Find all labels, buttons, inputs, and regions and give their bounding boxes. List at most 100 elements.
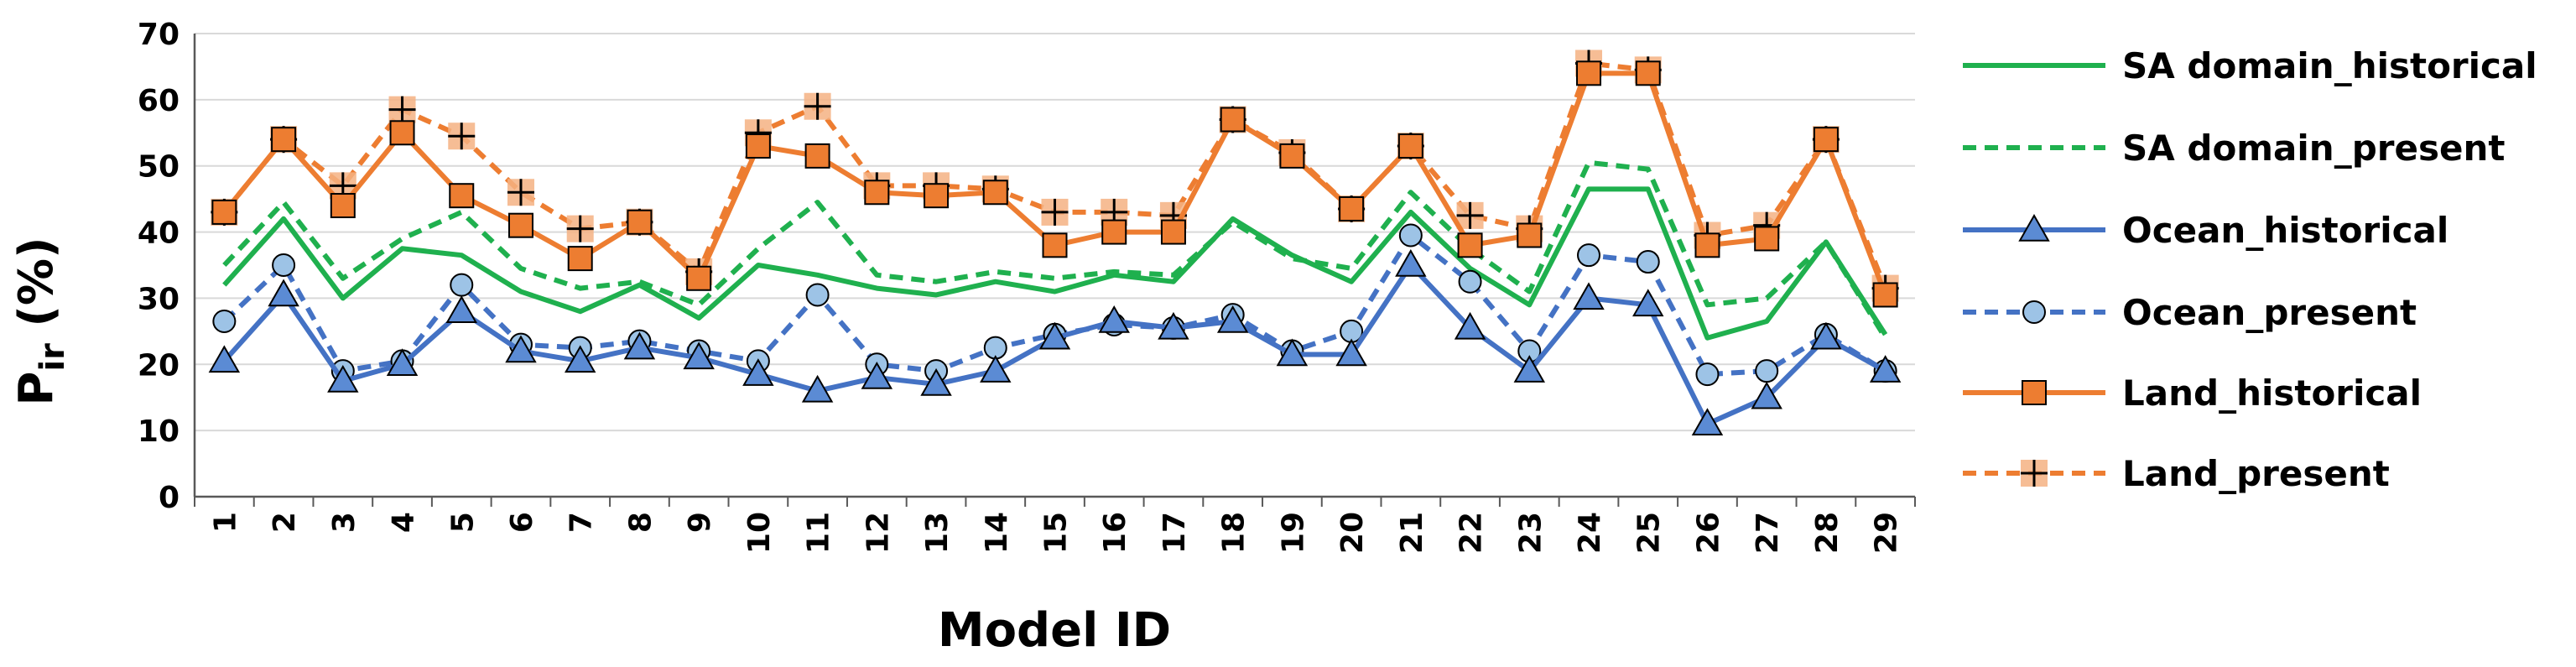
data-point-ocean-historical xyxy=(268,279,299,307)
x-tick-label: 25 xyxy=(1632,512,1667,554)
x-tick-label: 13 xyxy=(920,512,955,554)
data-point-ocean-historical xyxy=(980,355,1012,383)
y-axis-title-unit: (%) xyxy=(9,237,64,343)
data-point-land-historical xyxy=(745,133,771,159)
data-point-land-historical xyxy=(804,143,830,169)
y-tick-label: 50 xyxy=(138,150,180,185)
data-point-ocean-historical xyxy=(1513,355,1546,383)
data-point-ocean-present xyxy=(450,273,474,297)
legend-label: Land_historical xyxy=(2122,373,2422,414)
x-tick-label: 20 xyxy=(1335,512,1370,554)
legend-label: Ocean_historical xyxy=(2122,210,2449,251)
x-tick-label: 9 xyxy=(683,512,717,533)
data-point-ocean-present xyxy=(212,310,237,334)
data-point-ocean-historical xyxy=(1632,289,1664,317)
x-tick-label: 4 xyxy=(387,512,421,533)
axes xyxy=(193,34,1916,507)
y-tick-label: 40 xyxy=(138,216,180,251)
data-point-ocean-present xyxy=(272,253,296,277)
data-point-land-historical xyxy=(1754,226,1780,252)
data-point-ocean-historical xyxy=(683,341,715,370)
data-point-land-present xyxy=(1456,201,1484,229)
x-tick-label: 16 xyxy=(1098,512,1132,554)
data-point-ocean-historical xyxy=(564,345,596,373)
x-tick-label: 14 xyxy=(980,512,1014,554)
legend-entry-land-historical: Land_historical xyxy=(1963,373,2422,414)
data-point-ocean-historical xyxy=(1869,355,1902,383)
data-point-ocean-present xyxy=(1636,250,1660,274)
series-sa-domain-historical xyxy=(222,186,1888,341)
gridlines xyxy=(195,33,1915,498)
data-point-ocean-present xyxy=(1458,269,1482,294)
x-tick-label: 18 xyxy=(1217,512,1252,554)
data-point-land-historical xyxy=(1279,143,1305,169)
legend-label: SA domain_historical xyxy=(2122,45,2537,86)
x-tick-label: 21 xyxy=(1395,512,1429,554)
y-tick-label: 20 xyxy=(138,348,180,383)
data-point-land-historical xyxy=(567,246,593,272)
series-land-historical xyxy=(211,60,1898,308)
data-point-land-historical xyxy=(686,265,712,291)
data-point-ocean-historical xyxy=(1573,282,1605,310)
data-point-ocean-historical xyxy=(386,348,419,377)
data-point-ocean-historical xyxy=(327,364,359,393)
legend-marker xyxy=(2021,460,2048,487)
data-point-land-present xyxy=(804,92,831,120)
x-tick-label: 11 xyxy=(802,512,836,554)
x-tick-label: 5 xyxy=(445,512,480,533)
data-point-land-historical xyxy=(1872,282,1898,308)
data-point-land-historical xyxy=(507,212,533,238)
data-point-ocean-historical xyxy=(1810,321,1842,350)
legend-entry-sa-domain-historical: SA domain_historical xyxy=(1963,45,2537,86)
x-tick-label: 6 xyxy=(505,512,539,533)
x-tick-label: 27 xyxy=(1751,512,1785,554)
x-tick-label: 12 xyxy=(861,512,895,554)
data-point-ocean-historical xyxy=(1276,338,1309,367)
data-point-ocean-historical xyxy=(1454,311,1486,340)
data-point-land-historical xyxy=(211,199,237,225)
data-point-land-historical xyxy=(1576,60,1602,86)
legend-marker xyxy=(2022,380,2047,405)
data-point-ocean-historical xyxy=(505,335,537,363)
y-axis-title-subscript: ir xyxy=(34,343,72,372)
data-point-ocean-historical xyxy=(1216,305,1249,333)
data-point-ocean-present xyxy=(1695,362,1720,387)
data-point-land-historical xyxy=(627,209,653,235)
data-point-land-historical xyxy=(1635,60,1661,86)
data-point-ocean-present xyxy=(1398,223,1423,248)
x-tick-label: 29 xyxy=(1870,512,1904,554)
data-point-land-present xyxy=(388,96,416,123)
data-point-land-present xyxy=(448,122,476,150)
series-layer xyxy=(208,50,1902,436)
data-point-ocean-present xyxy=(1577,243,1601,268)
data-point-land-present xyxy=(1041,198,1069,226)
series-line-sa-domain-present xyxy=(222,159,1888,340)
data-point-land-historical xyxy=(1397,133,1423,159)
data-point-land-present xyxy=(507,179,534,206)
data-point-land-historical xyxy=(924,183,950,209)
x-tick-label: 7 xyxy=(565,512,599,533)
x-tick-label: 15 xyxy=(1039,512,1074,554)
data-point-ocean-historical xyxy=(1158,311,1189,340)
legend-entry-sa-domain-present: SA domain_present xyxy=(1963,128,2505,169)
data-point-land-historical xyxy=(1813,127,1839,153)
x-tick-label: 10 xyxy=(742,512,777,554)
data-point-ocean-historical xyxy=(1335,338,1367,367)
x-tick-label: 22 xyxy=(1455,512,1489,554)
legend: SA domain_historical SA domain_present Oce… xyxy=(1963,45,2537,494)
series-sa-domain-present xyxy=(222,159,1888,340)
data-point-land-historical xyxy=(864,180,890,206)
y-tick-label: 60 xyxy=(138,84,180,118)
data-point-land-historical xyxy=(330,193,356,219)
legend-entry-ocean-present: Ocean_present xyxy=(1963,292,2417,333)
data-point-ocean-historical xyxy=(1395,248,1427,277)
data-point-ocean-present xyxy=(805,283,830,307)
data-point-land-historical xyxy=(1694,232,1720,258)
y-axis-title: Pir (%) xyxy=(9,237,72,405)
data-point-land-historical xyxy=(389,120,415,146)
data-point-land-historical xyxy=(1220,107,1246,133)
x-tick-label: 17 xyxy=(1158,512,1192,554)
data-point-ocean-historical xyxy=(801,374,834,403)
data-point-land-historical xyxy=(1101,219,1127,245)
data-point-land-historical xyxy=(449,183,475,209)
